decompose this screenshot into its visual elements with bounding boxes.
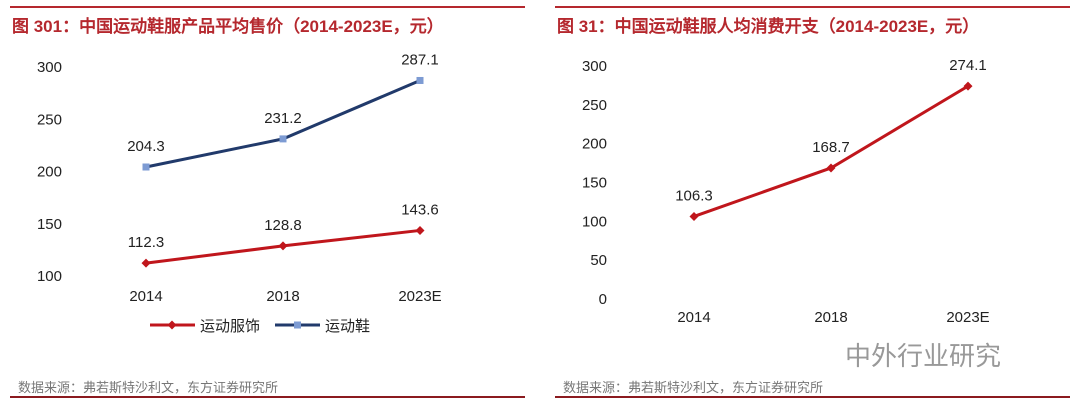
x-tick-label: 2023E [946,309,989,326]
data-point [142,163,150,171]
source-note: 数据来源：弗若斯特沙利文，东方证券研究所 [563,380,824,395]
data-label: 231.2 [264,110,302,127]
y-tick-label: 250 [37,111,62,128]
chart-panel-left: 图 301：中国运动鞋服产品平均售价（2014-2023E，元） 数据来源：弗若… [10,0,525,403]
y-tick-label: 0 [599,291,607,308]
data-point [415,225,425,235]
y-tick-label: 100 [37,268,62,285]
y-tick-label: 150 [582,175,607,192]
x-tick-label: 2018 [814,309,847,326]
chart-title: 图 31：中国运动鞋服人均消费开支（2014-2023E，元） [557,17,980,36]
y-tick-label: 150 [37,216,62,233]
data-label: 274.1 [949,57,987,74]
y-tick-label: 250 [582,97,607,114]
watermark: 中外行业研究 [845,341,1002,371]
y-tick-label: 100 [582,213,607,230]
x-tick-label: 2014 [129,288,162,305]
x-tick-label: 2023E [398,288,441,305]
source-note: 数据来源：弗若斯特沙利文，东方证券研究所 [18,380,279,395]
data-label: 143.6 [401,201,439,218]
divider [10,396,525,398]
data-point [141,258,151,268]
data-point [689,211,699,221]
x-tick-label: 2014 [677,309,710,326]
legend-label: 运动鞋 [325,318,370,335]
divider [555,6,1070,8]
divider [555,396,1070,398]
legend-marker [167,320,177,330]
data-label: 112.3 [128,234,164,251]
y-tick-label: 300 [582,58,607,75]
data-label: 128.8 [264,217,302,234]
data-point [416,76,424,84]
data-label: 168.7 [812,139,850,156]
x-tick-label: 2018 [266,288,299,305]
data-point [826,163,836,173]
legend-marker [294,321,301,329]
y-tick-label: 200 [37,164,62,181]
chart-title: 图 301：中国运动鞋服产品平均售价（2014-2023E，元） [12,17,444,36]
data-point [963,81,973,91]
data-point [279,135,287,143]
data-label: 106.3 [675,187,713,204]
y-tick-label: 300 [37,59,62,76]
legend-label: 运动服饰 [200,318,260,335]
y-tick-label: 50 [590,252,607,269]
y-tick-label: 200 [582,136,607,153]
data-label: 287.1 [401,51,439,68]
chart-panel-right: 图 31：中国运动鞋服人均消费开支（2014-2023E，元） 数据来源：弗若斯… [555,0,1070,403]
divider [10,6,525,8]
data-label: 204.3 [127,138,165,155]
data-point [278,241,288,251]
